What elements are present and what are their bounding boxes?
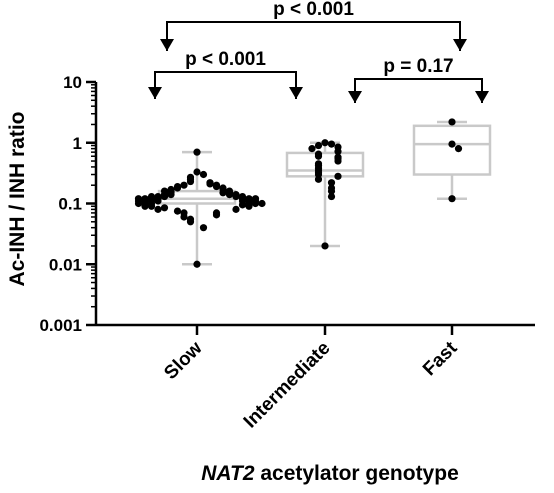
data-point (193, 148, 201, 156)
bracket-intermediate-fast-line (354, 78, 483, 103)
x-axis-label-gene: NAT2 (201, 462, 255, 485)
bracket-slow-fast-arrow (160, 39, 174, 51)
data-point (160, 192, 169, 201)
data-point (186, 218, 195, 226)
data-point (232, 192, 240, 201)
data-point (180, 181, 188, 189)
data-point (212, 182, 221, 191)
data-point (258, 199, 266, 208)
data-point (321, 139, 329, 147)
data-point (199, 170, 208, 179)
data-point (314, 141, 323, 150)
data-point (173, 184, 182, 192)
data-point (219, 189, 227, 197)
data-point (327, 187, 336, 195)
bracket-slow-intermediate-label: p < 0.001 (185, 49, 266, 70)
data-point (314, 175, 323, 183)
y-tick-label: 0.001 (39, 316, 82, 335)
data-point (448, 140, 456, 148)
data-point (321, 242, 329, 250)
data-point (160, 204, 169, 212)
data-point (314, 152, 323, 160)
significance-brackets: p < 0.001 p = 0.17 p < 0.001 (148, 0, 489, 103)
x-category-label: Intermediate (240, 338, 335, 433)
box (412, 124, 492, 176)
bracket-intermediate-fast-arrow (348, 91, 362, 103)
data-point (154, 205, 162, 213)
y-tick-label: 0.01 (49, 255, 82, 274)
x-category-label: Slow (160, 338, 206, 384)
data-point (327, 140, 336, 148)
data-point (327, 192, 336, 201)
data-point (167, 191, 175, 199)
y-tick-label: 1 (73, 134, 82, 153)
data-point (225, 191, 234, 199)
data-point (308, 145, 316, 153)
box (285, 151, 365, 178)
data-point (448, 118, 456, 126)
y-axis-label: Ac-INH / INH ratio (6, 111, 29, 286)
data-point (141, 202, 149, 210)
data-point (193, 260, 201, 268)
data-point (134, 199, 143, 208)
bracket-slow-intermediate-line (154, 71, 297, 99)
bracket-slow-fast-label: p < 0.001 (273, 0, 354, 20)
bracket-intermediate-fast-label: p = 0.17 (383, 56, 453, 77)
data-point (180, 213, 188, 221)
bracket-slow-fast-arrow (453, 39, 467, 51)
x-category-label: Fast (419, 337, 462, 380)
data-point (232, 205, 240, 213)
data-point (448, 195, 456, 203)
bracket-slow-fast-line (166, 21, 461, 51)
data-point (334, 157, 342, 165)
y-tick-label: 10 (63, 73, 82, 92)
data-point (327, 179, 336, 187)
data-point (154, 197, 162, 205)
data-point (212, 211, 221, 219)
data-point (334, 147, 342, 156)
data-points (134, 118, 463, 268)
x-axis-label: NAT2 acetylator genotype (201, 462, 459, 485)
data-point (186, 177, 195, 186)
data-point (199, 224, 208, 232)
data-point (206, 180, 214, 188)
data-point (147, 202, 156, 210)
data-point (238, 201, 247, 209)
data-point (454, 145, 463, 153)
data-point (334, 172, 342, 180)
data-point (193, 168, 201, 176)
boxes (157, 120, 492, 266)
bracket-slow-intermediate-arrow (289, 87, 303, 99)
bracket-slow-intermediate-arrow (148, 87, 162, 99)
y-tick-label: 0.1 (58, 195, 82, 214)
data-point (251, 199, 260, 208)
data-point (245, 202, 253, 210)
data-point (173, 207, 182, 215)
x-axis-label-rest: acetylator genotype (255, 462, 459, 485)
bracket-intermediate-fast-arrow (475, 91, 489, 103)
